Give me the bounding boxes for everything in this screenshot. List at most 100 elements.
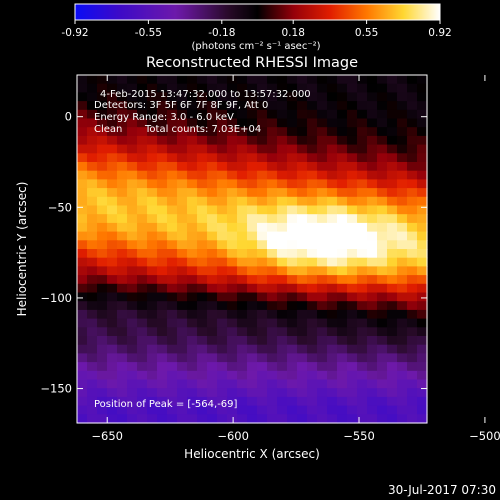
heatmap-cell (187, 344, 198, 354)
heatmap-cell (357, 344, 368, 354)
heatmap-cell (407, 118, 418, 128)
heatmap-cell (287, 309, 298, 320)
heatmap-cell (247, 353, 258, 363)
heatmap-cell (87, 179, 98, 189)
heatmap-cell (237, 301, 248, 311)
heatmap-cell (347, 414, 358, 424)
heatmap-cell (297, 301, 308, 311)
heatmap-cell (237, 405, 248, 415)
heatmap-cell (187, 283, 198, 294)
heatmap-cell (257, 162, 268, 172)
heatmap-cell (267, 153, 278, 163)
colorbar-tick-label: 0.18 (282, 27, 305, 39)
heatmap-cell (167, 214, 178, 224)
heatmap-cell (227, 127, 238, 137)
heatmap-cell (127, 222, 138, 233)
heatmap-cell (397, 162, 408, 172)
heatmap-cell (207, 275, 218, 285)
heatmap-cell (127, 118, 138, 128)
heatmap-cell (237, 92, 248, 102)
heatmap-cell (267, 318, 278, 328)
heatmap-cell (247, 188, 258, 198)
heatmap-cell (197, 396, 208, 407)
heatmap-cell (117, 301, 128, 311)
heatmap-cell (337, 205, 348, 215)
heatmap-cell (297, 153, 308, 163)
heatmap-cell (187, 370, 198, 381)
heatmap-cell (187, 118, 198, 128)
heatmap-cell (177, 309, 188, 320)
heatmap-cell (137, 109, 148, 120)
heatmap-cell (417, 170, 428, 180)
heatmap-cell (277, 249, 288, 259)
heatmap-cell (237, 179, 248, 189)
heatmap-cell (97, 362, 108, 372)
heatmap-cell (97, 249, 108, 259)
heatmap-cell (337, 266, 348, 276)
heatmap-cell (367, 205, 378, 215)
heatmap-cell (127, 83, 138, 93)
heatmap-cell (77, 92, 88, 102)
heatmap-cell (77, 101, 88, 111)
heatmap-cell (287, 292, 298, 302)
heatmap-cell (337, 379, 348, 389)
heatmap-cell (277, 309, 288, 320)
heatmap-cell (347, 135, 358, 146)
heatmap-cell (157, 153, 168, 163)
heatmap-cell (297, 370, 308, 381)
heatmap-cell (187, 83, 198, 93)
heatmap-cell (347, 222, 358, 233)
heatmap-cell (117, 83, 128, 93)
heatmap-cell (337, 292, 348, 302)
heatmap-cell (227, 135, 238, 146)
heatmap-cell (357, 309, 368, 320)
heatmap-cell (137, 170, 148, 180)
heatmap-cell (177, 362, 188, 372)
heatmap-cell (347, 214, 358, 224)
heatmap-cell (197, 257, 208, 267)
heatmap-cell (257, 414, 268, 424)
heatmap-cell (147, 309, 158, 320)
heatmap-cell (127, 196, 138, 207)
heatmap-cell (407, 135, 418, 146)
heatmap-cell (227, 275, 238, 285)
heatmap-cell (207, 240, 218, 250)
heatmap-cell (257, 135, 268, 146)
heatmap-cell (287, 75, 298, 85)
heatmap-cell (247, 127, 258, 137)
heatmap-cell (417, 135, 428, 146)
heatmap-cell (87, 214, 98, 224)
y-axis-label: Heliocentric Y (arcsec) (15, 182, 29, 317)
heatmap-cell (127, 379, 138, 389)
heatmap-cell (367, 405, 378, 415)
heatmap-cell (367, 179, 378, 189)
heatmap-cell (237, 135, 248, 146)
heatmap-cell (217, 75, 228, 85)
x-tick-label: −550 (343, 429, 375, 443)
heatmap-cell (367, 83, 378, 93)
heatmap-cell (337, 118, 348, 128)
heatmap-cell (117, 231, 128, 241)
heatmap-cell (337, 222, 348, 233)
heatmap-cell (217, 109, 228, 120)
heatmap-cell (167, 205, 178, 215)
heatmap-cell (117, 370, 128, 381)
heatmap-cell (367, 257, 378, 267)
heatmap-cell (147, 388, 158, 398)
heatmap-cell (257, 283, 268, 294)
heatmap-cell (237, 118, 248, 128)
heatmap-cell (217, 240, 228, 250)
heatmap-cell (157, 249, 168, 259)
heatmap (77, 75, 428, 424)
heatmap-cell (407, 388, 418, 398)
heatmap-cell (107, 362, 118, 372)
heatmap-cell (357, 109, 368, 120)
heatmap-cell (207, 388, 218, 398)
heatmap-cell (87, 283, 98, 294)
heatmap-cell (107, 179, 118, 189)
heatmap-cell (147, 379, 158, 389)
heatmap-cell (287, 240, 298, 250)
heatmap-cell (217, 144, 228, 154)
heatmap-cell (287, 109, 298, 120)
heatmap-cell (267, 257, 278, 267)
